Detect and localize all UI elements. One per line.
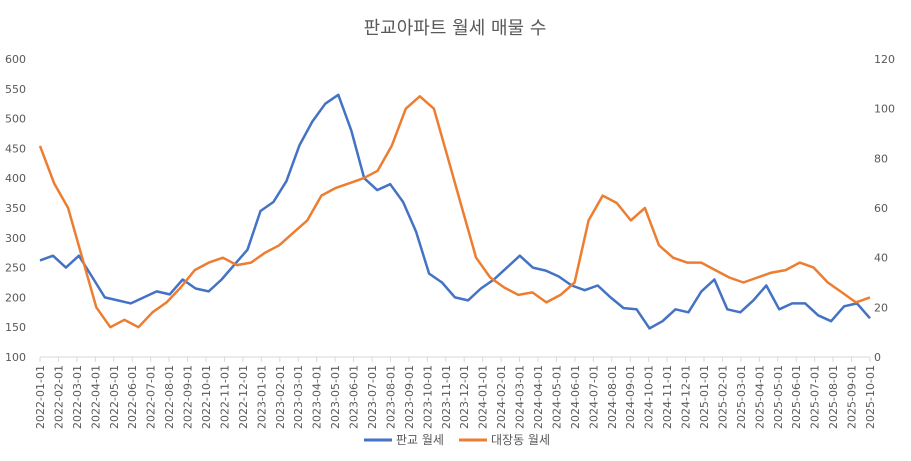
x-tick-label: 2024-02-01 <box>495 365 508 429</box>
right-tick-label: 120 <box>874 53 895 66</box>
x-tick-label: 2024-11-01 <box>661 365 674 429</box>
left-tick-label: 500 <box>5 113 26 126</box>
x-tick-label: 2025-03-01 <box>735 365 748 429</box>
x-tick-label: 2022-07-01 <box>145 365 158 429</box>
x-tick-label: 2022-09-01 <box>182 365 195 429</box>
right-tick-label: 60 <box>874 202 888 215</box>
x-tick-label: 2022-11-01 <box>218 365 231 429</box>
x-tick-label: 2025-06-01 <box>790 365 803 429</box>
x-tick-label: 2022-04-01 <box>89 365 102 429</box>
x-tick-label: 2025-02-01 <box>716 365 729 429</box>
left-tick-label: 250 <box>5 262 26 275</box>
right-axis-ticks: 0 20 40 60 80 100 120 <box>874 53 895 364</box>
x-tick-label: 2024-03-01 <box>514 365 527 429</box>
x-tick-label: 2024-08-01 <box>606 365 619 429</box>
x-tick-label: 2022-12-01 <box>237 365 250 429</box>
series-lines <box>38 93 871 330</box>
x-tick-label: 2023-12-01 <box>458 365 471 429</box>
x-tick-label: 2024-10-01 <box>643 365 656 429</box>
left-tick-label: 550 <box>5 83 26 96</box>
right-tick-label: 80 <box>874 152 888 165</box>
left-tick-label: 200 <box>5 291 26 304</box>
x-tick-label: 2023-01-01 <box>255 365 268 429</box>
series-line-daejang <box>38 95 871 329</box>
x-tick-label: 2022-06-01 <box>126 365 139 429</box>
x-tick-label: 2025-01-01 <box>698 365 711 429</box>
x-tick-label: 2024-07-01 <box>587 365 600 429</box>
left-tick-label: 350 <box>5 202 26 215</box>
right-tick-label: 100 <box>874 103 895 116</box>
x-tick-label: 2024-09-01 <box>624 365 637 429</box>
chart-title: 판교아파트 월세 매물 수 <box>364 18 547 39</box>
legend-label-daejang: 대장동 월세 <box>491 433 550 447</box>
left-tick-label: 150 <box>5 321 26 334</box>
x-tick-label: 2025-08-01 <box>827 365 840 429</box>
x-tick-label: 2022-03-01 <box>71 365 84 429</box>
x-axis: 2022-01-01 2022-02-01 2022-03-01 2022-04-01… <box>34 356 877 429</box>
right-tick-label: 20 <box>874 301 888 314</box>
x-tick-label: 2024-04-01 <box>532 365 545 429</box>
x-tick-label: 2025-05-01 <box>772 365 785 429</box>
left-tick-label: 300 <box>5 232 26 245</box>
series-line-pangyo <box>39 93 871 330</box>
legend: 판교 월세 대장동 월세 <box>364 433 550 447</box>
x-tick-label: 2023-07-01 <box>366 365 379 429</box>
legend-label-pangyo: 판교 월세 <box>396 433 444 447</box>
x-tick-label: 2025-10-01 <box>864 365 877 429</box>
x-tick-label: 2024-05-01 <box>550 365 563 429</box>
x-tick-label: 2023-04-01 <box>311 365 324 429</box>
left-tick-label: 400 <box>5 172 26 185</box>
x-tick-label: 2023-03-01 <box>292 365 305 429</box>
left-axis-ticks: 100 150 200 250 300 350 400 450 500 550 600 <box>5 53 26 364</box>
x-tick-label: 2022-01-01 <box>34 365 47 429</box>
x-tick-label: 2024-12-01 <box>680 365 693 429</box>
x-tick-label: 2023-09-01 <box>403 365 416 429</box>
x-tick-label: 2023-05-01 <box>329 365 342 429</box>
right-tick-label: 40 <box>874 252 888 265</box>
x-tick-label: 2023-10-01 <box>421 365 434 429</box>
x-tick-label: 2025-04-01 <box>753 365 766 429</box>
x-tick-label: 2022-08-01 <box>163 365 176 429</box>
x-tick-label: 2024-06-01 <box>569 365 582 429</box>
left-tick-label: 600 <box>5 53 26 66</box>
x-tick-label: 2022-02-01 <box>52 365 65 429</box>
x-tick-label: 2023-08-01 <box>384 365 397 429</box>
x-tick-label: 2023-11-01 <box>440 365 453 429</box>
x-tick-label: 2024-01-01 <box>477 365 490 429</box>
x-tick-label: 2022-10-01 <box>200 365 213 429</box>
x-tick-label: 2025-07-01 <box>809 365 822 429</box>
x-tick-label: 2025-09-01 <box>846 365 859 429</box>
right-tick-label: 0 <box>874 351 881 364</box>
x-tick-label: 2022-05-01 <box>108 365 121 429</box>
left-tick-label: 450 <box>5 142 26 155</box>
left-tick-label: 100 <box>5 351 26 364</box>
x-tick-label: 2023-02-01 <box>274 365 287 429</box>
x-tick-label: 2023-06-01 <box>348 365 361 429</box>
